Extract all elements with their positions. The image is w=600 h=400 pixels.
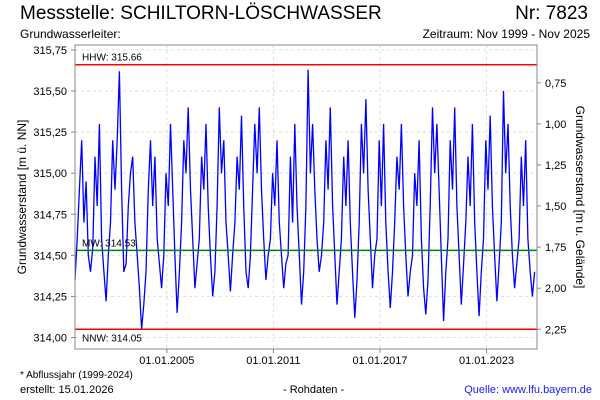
x-tick-label: 01.01.2005 bbox=[139, 355, 194, 367]
groundwater-series-line bbox=[74, 69, 536, 330]
reference-label: MW: 314.53 bbox=[82, 238, 136, 249]
x-tick-label: 01.01.2017 bbox=[352, 355, 407, 367]
y-tick-label: 315,00 bbox=[33, 168, 67, 180]
reference-label: NNW: 314.05 bbox=[82, 333, 142, 344]
y2-tick-label: 1,75 bbox=[545, 242, 566, 254]
y-tick-label: 314,00 bbox=[33, 332, 67, 344]
source-link[interactable]: Quelle: www.lfu.bayern.de bbox=[464, 384, 592, 396]
y2-tick-label: 0,75 bbox=[545, 78, 566, 90]
data-type-label: - Rohdaten - bbox=[283, 384, 345, 396]
y2-axis-label: Grundwasserstand [m u. Gelände] bbox=[573, 106, 587, 289]
y-tick-label: 314,25 bbox=[33, 291, 67, 303]
y-tick-label: 314,75 bbox=[33, 209, 67, 221]
y2-tick-label: 2,25 bbox=[545, 324, 566, 336]
y2-tick-label: 1,00 bbox=[545, 119, 566, 131]
page-title: Messstelle: SCHILTORN-LÖSCHWASSER bbox=[20, 3, 382, 24]
footnote: * Abflussjahr (1999-2024) bbox=[20, 370, 133, 381]
created-date: erstellt: 15.01.2026 bbox=[20, 384, 114, 396]
plot-frame bbox=[74, 44, 538, 350]
aquifer-label: Grundwasserleiter: bbox=[20, 27, 121, 41]
y-tick-label: 315,25 bbox=[33, 127, 67, 139]
y2-tick-label: 1,50 bbox=[545, 201, 566, 213]
reference-label: HHW: 315.66 bbox=[82, 53, 142, 64]
x-tick-label: 01.01.2023 bbox=[459, 355, 514, 367]
y-tick-label: 315,50 bbox=[33, 86, 67, 98]
y2-tick-label: 1,25 bbox=[545, 160, 566, 172]
y-axis-label: Grundwasserstand [m ü. NN] bbox=[15, 120, 29, 275]
y-tick-label: 314,50 bbox=[33, 250, 67, 262]
x-tick-label: 01.01.2011 bbox=[246, 355, 300, 367]
station-number: Nr: 7823 bbox=[515, 3, 588, 24]
y2-tick-label: 2,00 bbox=[545, 283, 566, 295]
y-tick-label: 315,75 bbox=[33, 45, 67, 57]
period-label: Zeitraum: Nov 1999 - Nov 2025 bbox=[422, 27, 590, 41]
